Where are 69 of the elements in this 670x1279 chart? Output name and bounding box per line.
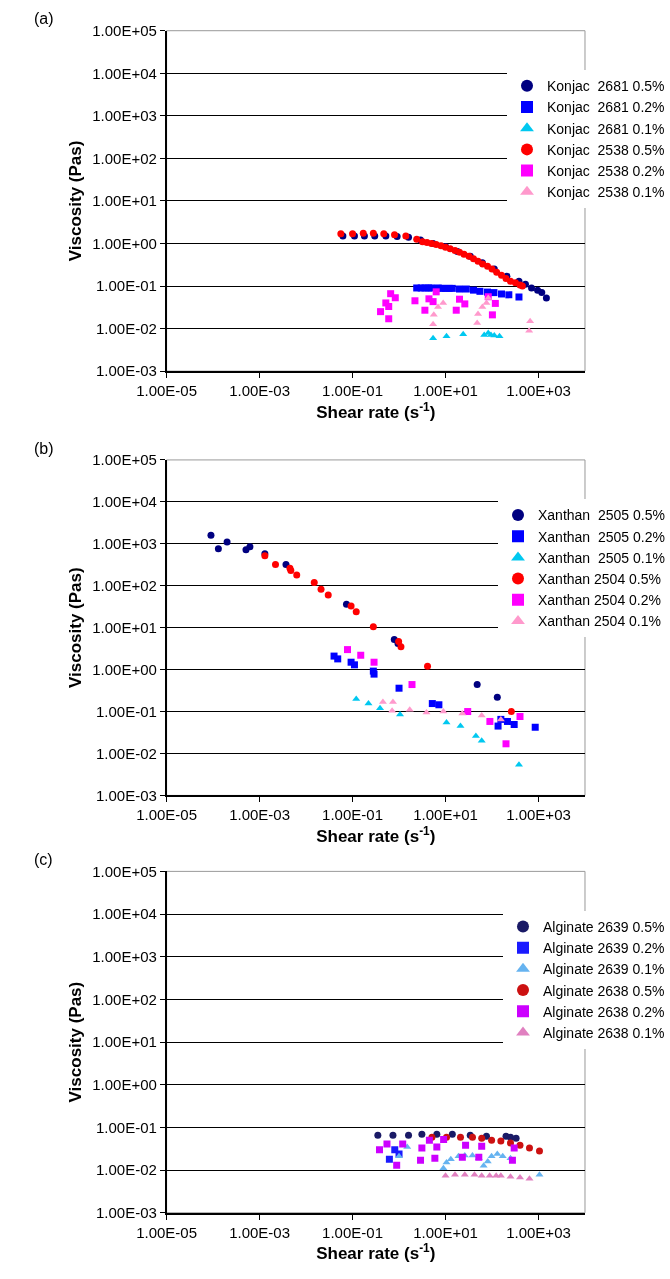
chart-title: (b) <box>34 440 54 457</box>
x-tick-label: 1.00E+01 <box>413 806 478 824</box>
y-tick-label: 1.00E+04 <box>92 493 157 511</box>
y-tick-label: 1.00E-01 <box>95 277 157 295</box>
x-tick-label: 1.00E-01 <box>322 1223 383 1241</box>
legend-label: Alginate 2639 0.1% <box>543 961 665 978</box>
y-tick-label: 1.00E+00 <box>92 660 157 678</box>
x-tick-label: 1.00E-03 <box>229 381 291 399</box>
x-axis-title: Shear rate (s$^{-1}$) <box>316 399 436 422</box>
y-tick-label: 1.00E+01 <box>92 618 157 636</box>
x-tick-label: 1.00E-03 <box>229 806 291 824</box>
y-tick-label: 1.00E-02 <box>95 744 157 762</box>
y-tick-label: 1.00E+00 <box>92 1076 157 1094</box>
y-tick-label: 1.00E+02 <box>92 576 157 594</box>
x-tick-label: 1.00E-01 <box>322 381 383 399</box>
legend-label: Konjac 2538 0.5% <box>547 141 665 158</box>
x-tick-label: 1.00E-01 <box>322 806 383 824</box>
x-axis-title: Shear rate (s$^{-1}$) <box>316 1241 436 1264</box>
y-tick-label: 1.00E+04 <box>92 905 157 923</box>
y-tick-label: 1.00E+03 <box>92 535 157 553</box>
x-tick-label: 1.00E+03 <box>506 1223 571 1241</box>
y-tick-label: 1.00E-03 <box>95 786 157 804</box>
legend-label: Xanthan 2505 0.2% <box>538 528 665 545</box>
legend-label: Konjac 2681 0.5% <box>547 78 665 95</box>
y-tick-label: 1.00E-01 <box>95 702 157 720</box>
legend-label: Xanthan 2505 0.5% <box>538 507 665 524</box>
x-tick-label: 1.00E-03 <box>229 1223 291 1241</box>
y-tick-label: 1.00E-03 <box>95 1204 157 1222</box>
legend-label: Xanthan 2505 0.1% <box>538 549 665 566</box>
y-tick-label: 1.00E+00 <box>92 234 157 252</box>
x-axis-title: Shear rate (s$^{-1}$) <box>316 823 436 847</box>
legend-label: Alginate 2638 0.1% <box>543 1024 665 1041</box>
y-tick-label: 1.00E-03 <box>95 362 157 380</box>
legend-label: Xanthan 2504 0.2% <box>538 592 661 609</box>
y-tick-label: 1.00E+04 <box>92 64 157 82</box>
y-tick-label: 1.00E+03 <box>92 947 157 965</box>
y-tick-label: 1.00E+05 <box>92 862 157 880</box>
chart-title: (a) <box>34 10 54 27</box>
legend-label: Alginate 2639 0.5% <box>543 918 665 935</box>
y-tick-label: 1.00E-02 <box>95 1161 157 1179</box>
legend-label: Xanthan 2504 0.1% <box>538 613 661 630</box>
y-tick-label: 1.00E+05 <box>92 451 157 469</box>
y-tick-label: 1.00E+01 <box>92 192 157 210</box>
x-tick-label: 1.00E-05 <box>136 806 198 824</box>
legend-label: Alginate 2638 0.2% <box>543 1003 665 1020</box>
x-tick-label: 1.00E-05 <box>136 381 198 399</box>
legend-label: Konjac 2538 0.2% <box>547 163 665 180</box>
legend-label: Konjac 2681 0.1% <box>547 120 665 137</box>
legend-label: Konjac 2681 0.2% <box>547 99 665 116</box>
y-tick-label: 1.00E+02 <box>92 990 157 1008</box>
chart-title: (c) <box>34 851 53 868</box>
y-tick-label: 1.00E-02 <box>95 319 157 337</box>
y-axis-title: Viscosity (Pas) <box>66 140 86 262</box>
x-tick-label: 1.00E-05 <box>136 1223 198 1241</box>
y-axis-title: Viscosity (Pas) <box>66 567 86 688</box>
y-tick-label: 1.00E+05 <box>92 21 157 39</box>
legend-label: Alginate 2639 0.2% <box>543 940 665 957</box>
x-tick-label: 1.00E+01 <box>413 381 478 399</box>
y-axis-title: Viscosity (Pas) <box>66 981 86 1103</box>
y-tick-label: 1.00E+03 <box>92 107 157 125</box>
legend-label: Xanthan 2504 0.5% <box>538 571 661 588</box>
legend-label: Konjac 2538 0.1% <box>547 184 665 201</box>
y-tick-label: 1.00E+02 <box>92 149 157 167</box>
x-tick-label: 1.00E+03 <box>506 806 571 824</box>
y-tick-label: 1.00E-01 <box>95 1118 157 1136</box>
x-tick-label: 1.00E+01 <box>413 1223 478 1241</box>
y-tick-label: 1.00E+01 <box>92 1033 157 1051</box>
legend-label: Alginate 2638 0.5% <box>543 982 665 999</box>
x-tick-label: 1.00E+03 <box>506 381 571 399</box>
